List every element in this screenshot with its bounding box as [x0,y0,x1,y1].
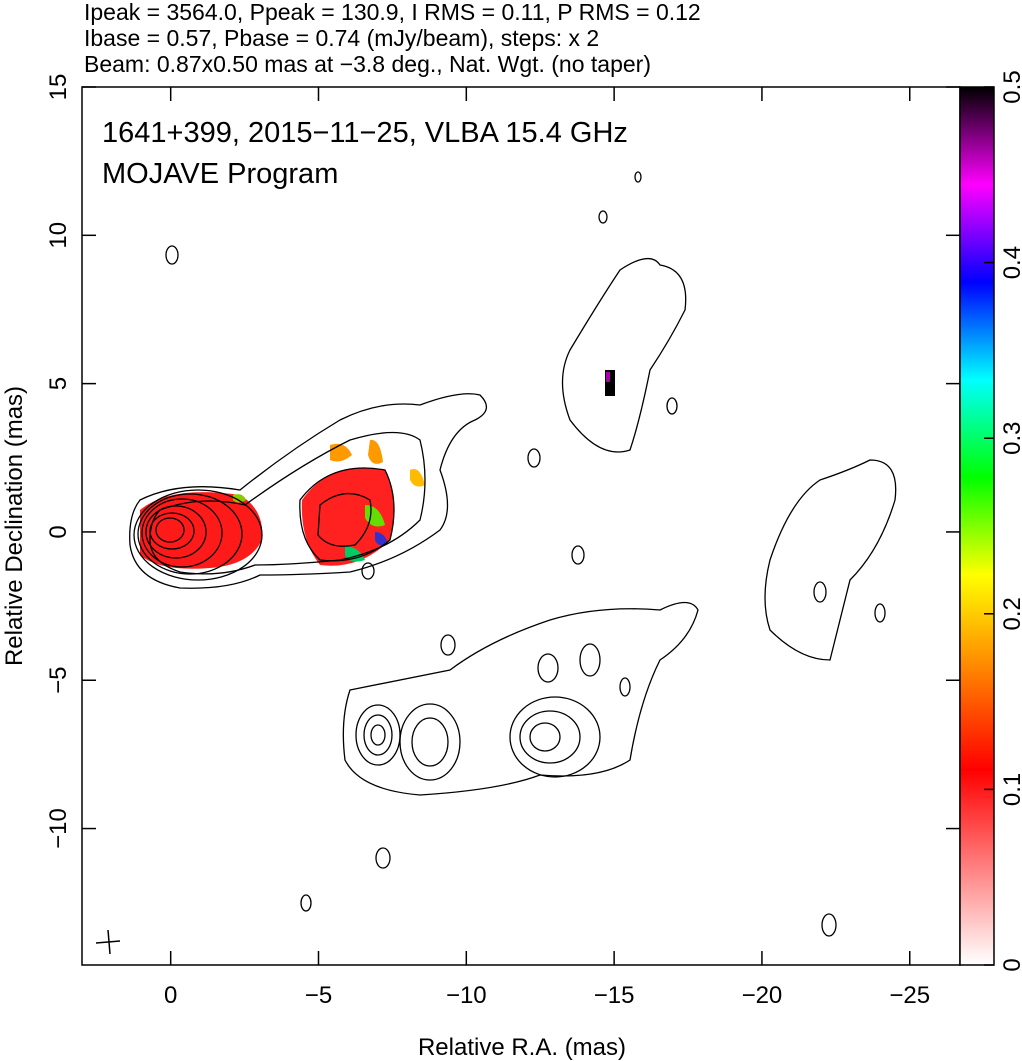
x-tick-label: −15 [594,982,635,1009]
colorbar-tick-label: 0.4 [999,246,1022,279]
y-tick-label: 0 [45,525,72,538]
annotation: MOJAVE Program [102,158,338,190]
header-line: Ibase = 0.57, Pbase = 0.74 (mJy/beam), s… [84,25,599,51]
y-tick-label: −5 [45,667,72,694]
header-line: Ipeak = 3564.0, Ppeak = 130.9, I RMS = 0… [84,0,701,25]
header-line: Beam: 0.87x0.50 mas at −3.8 deg., Nat. W… [84,51,651,77]
y-tick-label: 10 [45,222,72,249]
x-tick-label: −5 [305,982,332,1009]
y-tick-label: 15 [45,74,72,101]
x-tick-label: −20 [742,982,783,1009]
colorbar-tick-label: 0 [999,958,1022,971]
y-tick-label: 5 [45,377,72,390]
y-axis-label: Relative Declination (mas) [1,386,28,666]
x-tick-label: −10 [446,982,487,1009]
colorbar [959,86,995,966]
annotation: 1641+399, 2015−11−25, VLBA 15.4 GHz [102,117,628,149]
y-tick-label: −10 [45,808,72,849]
x-axis-label: Relative R.A. (mas) [418,1034,626,1061]
beam-marker [95,929,121,955]
colorbar-tick-label: 0.2 [999,597,1022,630]
colorbar-tick-label: 0.3 [999,422,1022,455]
x-tick-label: 0 [164,982,177,1009]
colorbar-tick-label: 0.5 [999,70,1022,103]
contours [129,171,897,937]
colorbar-tick-label: 0.1 [999,773,1022,806]
x-tick-label: −25 [889,982,930,1009]
